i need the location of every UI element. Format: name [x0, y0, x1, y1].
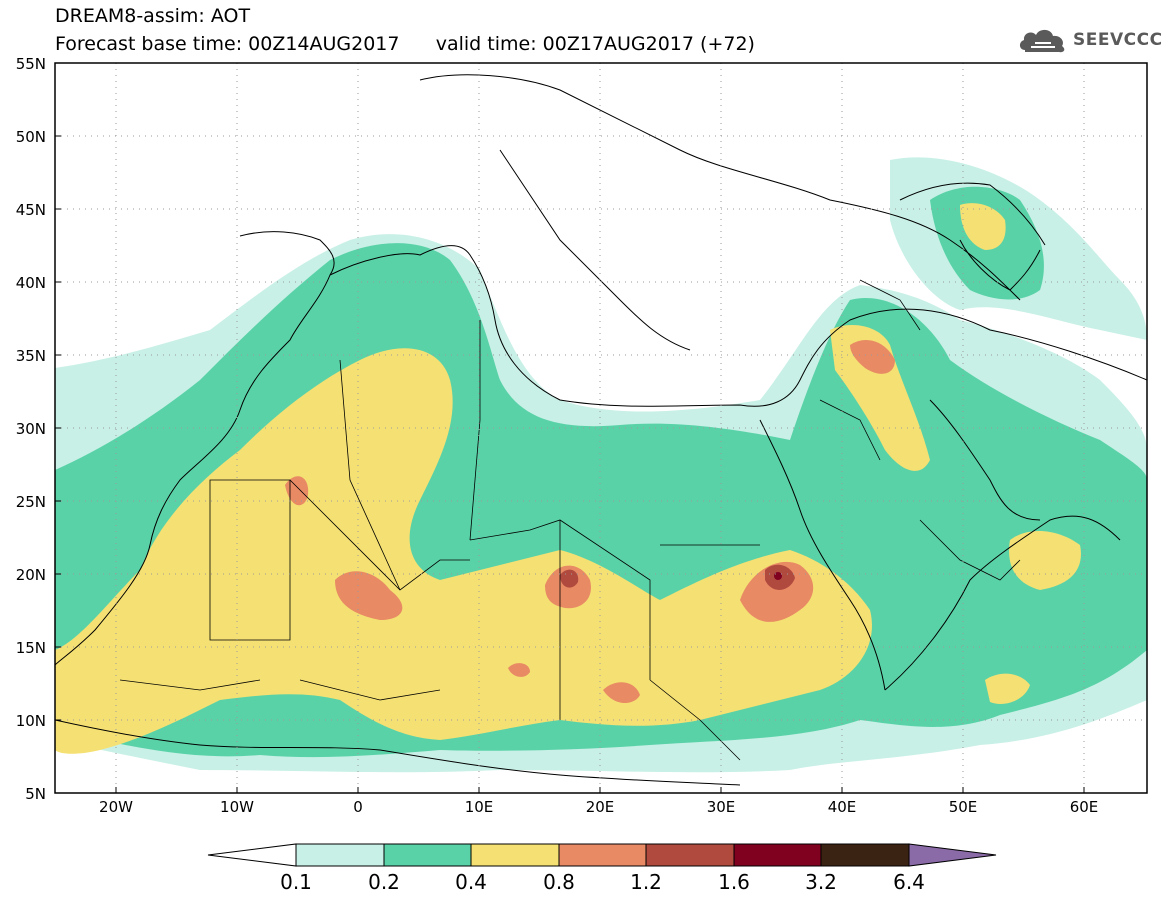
lat-label: 50N: [16, 128, 46, 146]
colorbar-segment: [558, 843, 647, 867]
colorbar-label: 0.1: [280, 870, 312, 894]
aot-band-0.8: [850, 340, 895, 374]
cloud-icon: [1019, 29, 1065, 53]
colorbar-label: 0.8: [543, 870, 575, 894]
lat-label: 15N: [16, 639, 46, 657]
colorbar-segment: [295, 843, 385, 867]
aot-band-0.8: [508, 663, 530, 677]
colorbar-label: 3.2: [805, 870, 837, 894]
colorbar-label: 0.4: [455, 870, 487, 894]
aot-band-0.8: [603, 682, 640, 704]
colorbar-segment: [733, 843, 822, 867]
colorbar-segment: [645, 843, 735, 867]
colorbar-low-arrow: [207, 843, 297, 867]
aot-band-0.8: [740, 561, 814, 622]
aot-band-0.8: [285, 476, 309, 506]
lat-labels: 55N 50N 45N 40N 35N 30N 25N 20N 15N 10N …: [16, 55, 46, 803]
lat-label: 20N: [16, 566, 46, 584]
lon-label: 30E: [707, 798, 736, 816]
graticule: [55, 63, 1147, 793]
logo-text: SEEVCCC: [1073, 30, 1163, 50]
seevccc-logo: SEEVCCC: [1017, 26, 1163, 54]
lon-label: 0: [353, 798, 363, 816]
lon-label: 20W: [99, 798, 133, 816]
colorbar-high-arrow: [908, 843, 997, 867]
lat-label: 5N: [25, 785, 46, 803]
lat-label: 30N: [16, 420, 46, 438]
colorbar-segment: [383, 843, 472, 867]
aot-field: [55, 157, 1147, 773]
lon-label: 50E: [949, 798, 978, 816]
aot-band-0.4: [830, 325, 930, 471]
aot-band-0.4: [1009, 530, 1081, 590]
aot-band-1.2: [560, 569, 579, 588]
lon-label: 10E: [465, 798, 494, 816]
colorbar-segment: [820, 843, 910, 867]
aot-band-0.4: [55, 348, 872, 754]
aot-band-0.4: [985, 673, 1030, 705]
map-subtitle: Forecast base time: 00Z14AUG2017 valid t…: [55, 33, 755, 55]
lat-label: 35N: [16, 347, 46, 365]
lon-label: 10W: [220, 798, 254, 816]
colorbar: [207, 843, 997, 867]
lat-label: 40N: [16, 274, 46, 292]
map-title: DREAM8-assim: AOT: [55, 5, 251, 27]
aot-band-0.8: [335, 571, 403, 620]
colorbar-label: 1.6: [718, 870, 750, 894]
colorbar-label: 6.4: [893, 870, 925, 894]
lon-labels: 20W 10W 0 10E 20E 30E 40E 50E 60E: [99, 798, 1098, 816]
colorbar-segment: [470, 843, 560, 867]
lat-label: 45N: [16, 201, 46, 219]
lon-label: 20E: [586, 798, 615, 816]
lat-label: 25N: [16, 493, 46, 511]
tick-marks: [55, 135, 1085, 793]
colorbar-label: 1.2: [630, 870, 662, 894]
aot-band-1.6: [774, 572, 782, 580]
lat-label: 55N: [16, 55, 46, 73]
lon-label: 60E: [1070, 798, 1099, 816]
lon-label: 40E: [828, 798, 857, 816]
lat-label: 10N: [16, 712, 46, 730]
colorbar-label: 0.2: [368, 870, 400, 894]
coastlines: [55, 74, 1147, 786]
country-borders: [119, 279, 1021, 761]
aot-band-0.4: [960, 203, 1006, 250]
